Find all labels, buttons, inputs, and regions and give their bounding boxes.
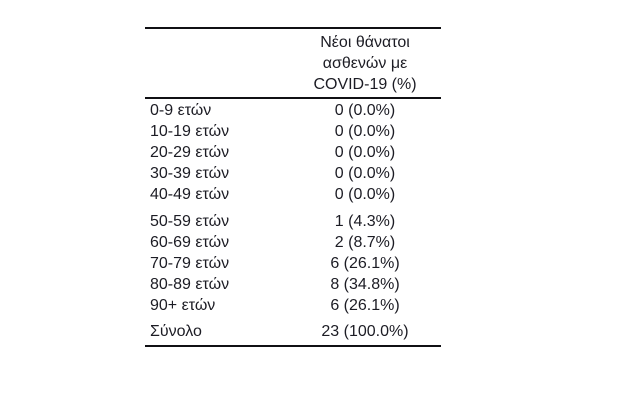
deaths-value: 6 (26.1%) [330, 297, 400, 315]
age-group-label: 90+ ετών [150, 297, 216, 315]
table-row: 60-69 ετών 2 (8.7%) [145, 232, 441, 253]
covid-deaths-by-age-table: Νέοι θάνατοι ασθενών με COVID-19 (%) 0-9… [145, 27, 441, 348]
age-group-label: 70-79 ετών [150, 254, 230, 272]
header-line-2: ασθενών με [322, 55, 408, 72]
table-row: 80-89 ετών 8 (34.8%) [145, 275, 441, 296]
age-group-label: 10-19 ετών [150, 122, 230, 140]
total-row: Σύνολο 23 (100.0%) [145, 322, 441, 343]
deaths-value: 0 (0.0%) [334, 122, 396, 140]
table-row: 0-9 ετών 0 (0.0%) [145, 100, 441, 121]
table-row: 50-59 ετών 1 (4.3%) [145, 211, 441, 232]
table-row: 10-19 ετών 0 (0.0%) [145, 121, 441, 142]
table-bottom-rule [145, 345, 441, 348]
deaths-value: 0 (0.0%) [334, 186, 396, 204]
table-row: 90+ ετών 6 (26.1%) [145, 296, 441, 317]
table-row: 70-79 ετών 6 (26.1%) [145, 253, 441, 274]
deaths-value: 8 (34.8%) [330, 276, 400, 294]
deaths-value: 0 (0.0%) [334, 143, 396, 161]
deaths-value: 0 (0.0%) [334, 101, 396, 119]
table-body: 0-9 ετών 0 (0.0%) 10-19 ετών 0 (0.0%) 20… [145, 99, 441, 345]
table-header: Νέοι θάνατοι ασθενών με COVID-19 (%) [145, 29, 441, 97]
age-group-label: 60-69 ετών [150, 233, 230, 251]
table-mid-rule [145, 97, 441, 99]
header-line-3: COVID-19 (%) [313, 76, 417, 93]
age-group-label: 0-9 ετών [150, 101, 212, 119]
deaths-value: 2 (8.7%) [334, 233, 396, 251]
table-row: 20-29 ετών 0 (0.0%) [145, 142, 441, 163]
header-empty-cell [145, 32, 289, 95]
age-group-label: 20-29 ετών [150, 143, 230, 161]
header-value-column: Νέοι θάνατοι ασθενών με COVID-19 (%) [289, 32, 441, 95]
total-value: 23 (100.0%) [321, 323, 409, 341]
age-group-label: 50-59 ετών [150, 212, 230, 230]
age-group-label: 30-39 ετών [150, 165, 230, 183]
table-row: 40-49 ετών 0 (0.0%) [145, 185, 441, 206]
table-top-rule [145, 27, 441, 29]
age-group-label: 80-89 ετών [150, 276, 230, 294]
deaths-value: 6 (26.1%) [330, 254, 400, 272]
total-label: Σύνολο [150, 323, 202, 341]
deaths-value: 0 (0.0%) [334, 165, 396, 183]
table-row: 30-39 ετών 0 (0.0%) [145, 164, 441, 185]
age-group-label: 40-49 ετών [150, 186, 230, 204]
header-line-1: Νέοι θάνατοι [320, 34, 410, 51]
deaths-value: 1 (4.3%) [334, 212, 396, 230]
